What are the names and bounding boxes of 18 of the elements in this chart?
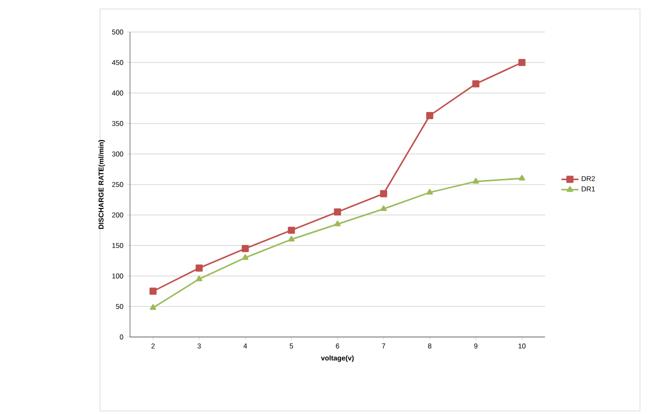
- point: [150, 288, 157, 295]
- point: [196, 264, 203, 272]
- point: [288, 226, 295, 234]
- point: [472, 80, 480, 88]
- point: [426, 188, 433, 195]
- point: [380, 190, 388, 198]
- point: [472, 178, 480, 184]
- point: [380, 205, 387, 212]
- point: [334, 208, 342, 216]
- point: [426, 112, 434, 120]
- point: [288, 236, 295, 242]
- point: [518, 58, 526, 66]
- point: [150, 304, 156, 310]
- point: [518, 174, 526, 181]
- point: [242, 254, 248, 260]
- point: [334, 220, 341, 226]
- point: [242, 244, 249, 252]
- point: [196, 275, 202, 282]
